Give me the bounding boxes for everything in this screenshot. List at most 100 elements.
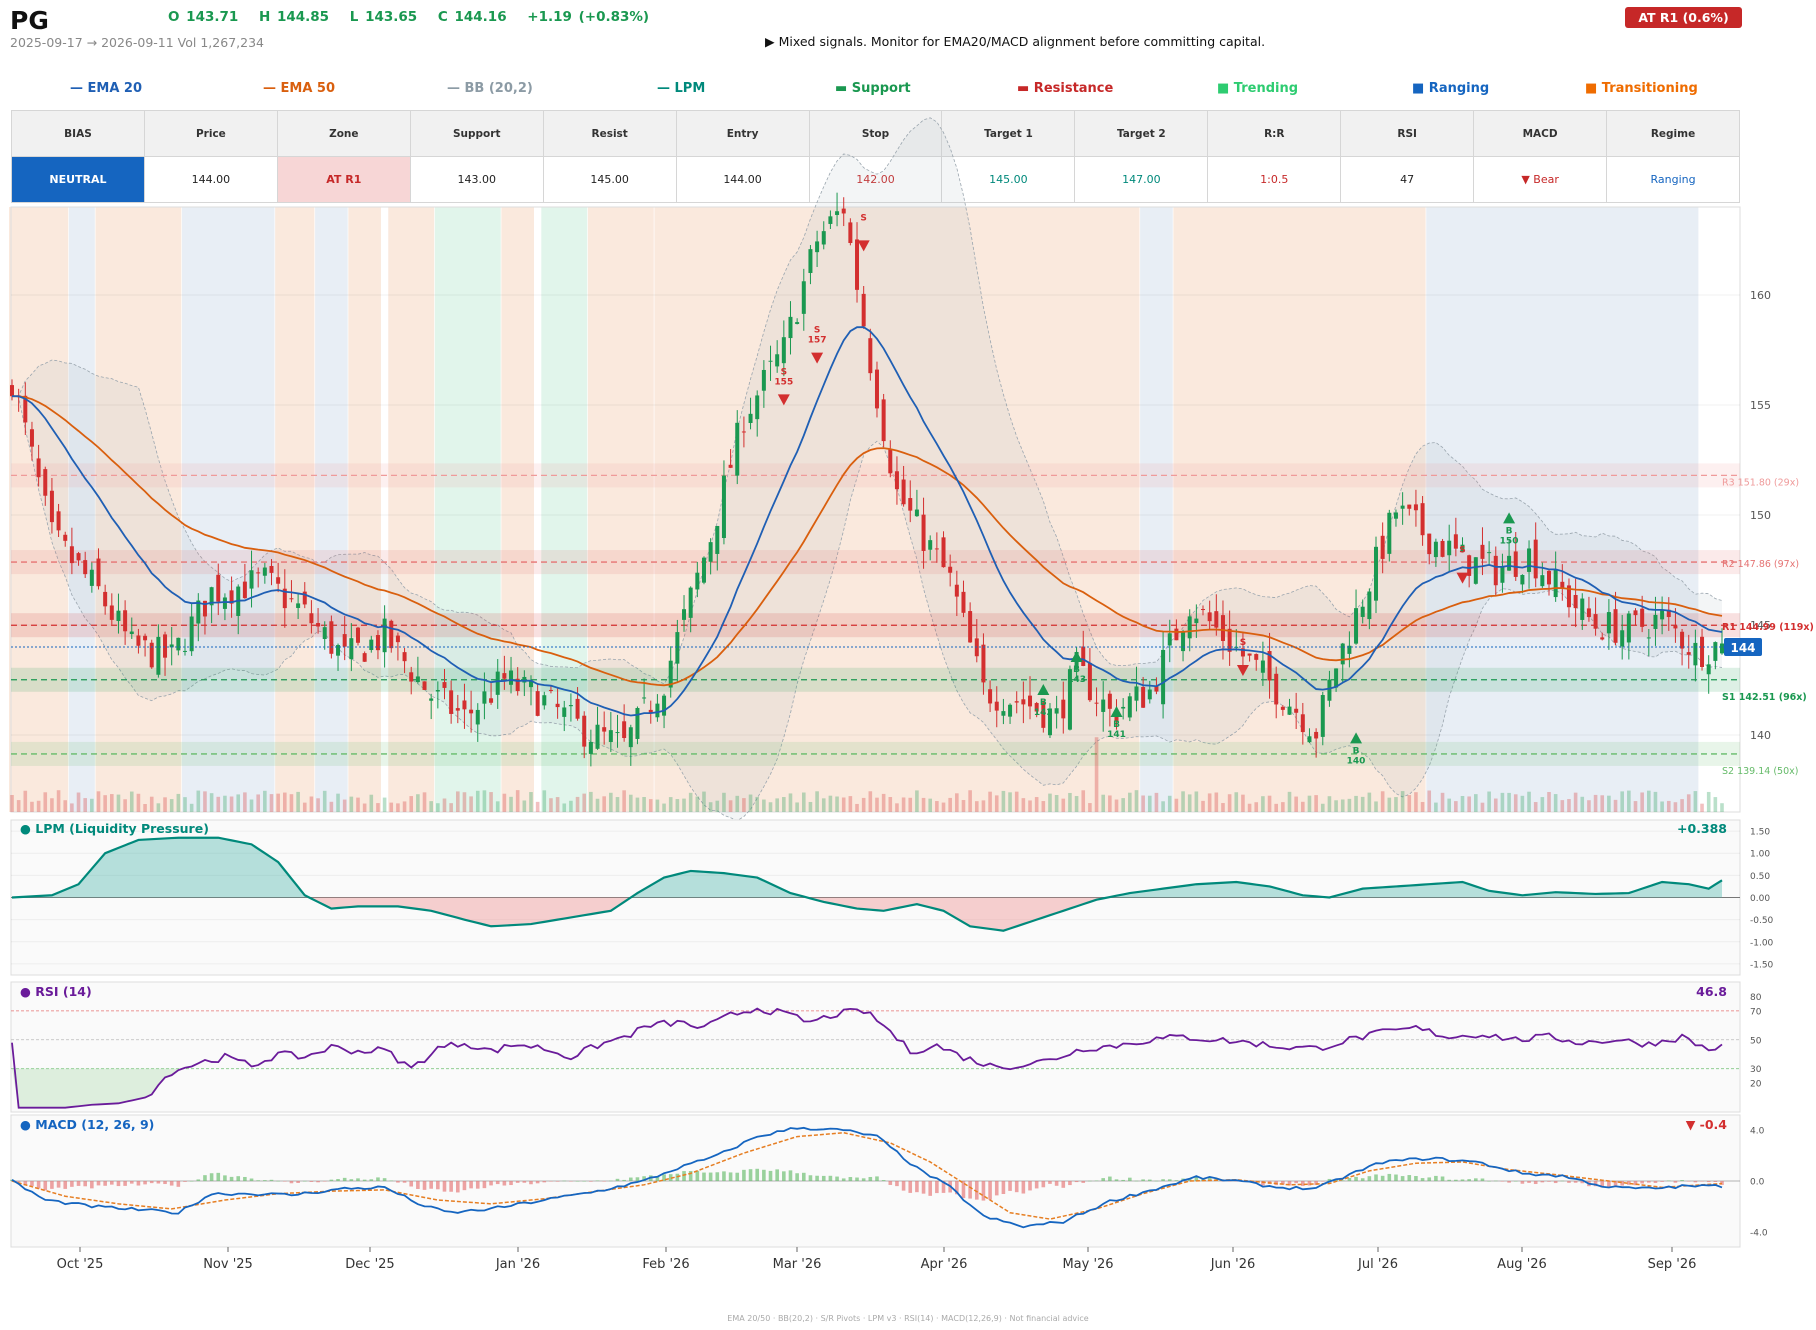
candle-body <box>462 700 467 710</box>
candle-body <box>675 632 680 664</box>
candle <box>868 328 873 381</box>
volume-bar <box>1034 797 1039 812</box>
macd-histogram-bar <box>243 1176 247 1181</box>
macd-histogram-bar <box>1580 1181 1585 1184</box>
volume-bar <box>349 796 354 812</box>
candle-body <box>202 600 207 617</box>
candle <box>1700 628 1705 671</box>
candle <box>941 531 946 568</box>
volume-bar <box>83 798 87 812</box>
macd-histogram-bar <box>529 1181 533 1185</box>
macd-histogram-bar <box>941 1181 946 1193</box>
volume-bar <box>1320 803 1325 812</box>
signal-marker: S <box>1236 638 1249 676</box>
candle-body <box>1207 612 1212 622</box>
candle <box>635 706 640 745</box>
volume-bar <box>475 790 480 812</box>
candle-body <box>389 620 394 649</box>
signal-label: B <box>1073 665 1080 675</box>
volume-bar <box>1207 793 1212 812</box>
volume-bar <box>961 800 966 812</box>
macd-histogram-bar <box>582 1180 587 1182</box>
candle-body <box>768 360 773 362</box>
candle-body <box>1161 649 1166 705</box>
macd-histogram-bar <box>289 1181 294 1184</box>
candle <box>1640 595 1645 633</box>
candle-body <box>43 469 48 496</box>
header-rsi: RSI <box>1340 110 1475 157</box>
volume-bar <box>1340 799 1345 812</box>
macd-histogram-bar <box>455 1181 460 1193</box>
candle <box>1553 551 1558 602</box>
macd-histogram-bar <box>602 1181 606 1182</box>
candle-body <box>176 637 181 651</box>
volume-bar <box>928 798 933 812</box>
candle-body <box>196 600 201 624</box>
rsi-axis-tick: 20 <box>1750 1080 1762 1090</box>
macd-histogram-bar <box>549 1181 553 1182</box>
candle-body <box>1081 646 1086 666</box>
candle <box>342 616 347 661</box>
macd-histogram-bar <box>389 1180 394 1182</box>
macd-histogram-bar <box>1533 1181 1538 1185</box>
candle <box>1181 629 1186 662</box>
macd-histogram-bar <box>416 1181 420 1189</box>
volume-bar <box>795 802 799 812</box>
lpm-axis-tick: 0.00 <box>1750 894 1770 904</box>
macd-histogram-bar <box>788 1170 793 1181</box>
volume-bar <box>149 796 154 812</box>
macd-histogram-bar <box>901 1181 906 1191</box>
value-target2: 147.00 <box>1074 156 1209 203</box>
macd-histogram-bar <box>1520 1181 1525 1184</box>
macd-histogram-bar <box>36 1181 41 1189</box>
macd-histogram-bar <box>409 1181 414 1187</box>
macd-histogram-bar <box>795 1173 799 1181</box>
candle <box>256 567 261 588</box>
candle <box>795 318 800 325</box>
macd-histogram-bar <box>1154 1180 1159 1182</box>
price-axis-tick: 155 <box>1750 399 1771 412</box>
candle <box>1493 546 1498 596</box>
macd-histogram-bar <box>123 1181 127 1186</box>
candle-body <box>928 540 933 550</box>
candle <box>43 466 48 506</box>
value-target1: 145.00 <box>941 156 1076 203</box>
candle-body <box>1720 643 1724 654</box>
volume-bar <box>1407 795 1412 812</box>
candle-body <box>1460 544 1465 552</box>
macd-histogram-bar <box>402 1181 407 1183</box>
candle-body <box>395 635 400 643</box>
volume-bar <box>269 794 274 812</box>
candle-body <box>775 354 780 367</box>
signal-label: 140 <box>1347 756 1366 766</box>
signal-label: B <box>1506 526 1513 536</box>
candle-body <box>721 475 726 539</box>
candle-body <box>1433 541 1438 558</box>
candle-body <box>1034 703 1039 712</box>
candle-body <box>1320 695 1325 737</box>
volume-bar <box>216 796 221 812</box>
candle-body <box>828 216 833 224</box>
candle <box>1028 676 1033 720</box>
volume-bar <box>203 791 207 812</box>
volume-bar <box>549 798 553 812</box>
candle-body <box>1367 591 1372 620</box>
candle-body <box>89 569 94 586</box>
value-entry: 144.00 <box>675 156 810 203</box>
macd-histogram-bar <box>622 1179 626 1181</box>
volume-bar <box>1627 790 1631 812</box>
volume-bar <box>875 797 879 812</box>
candle <box>1500 553 1505 593</box>
candle-body <box>901 479 906 505</box>
lpm-axis-tick: -1.50 <box>1750 960 1774 970</box>
candle-body <box>655 703 660 718</box>
volume-bar <box>1460 796 1465 812</box>
sell-arrow <box>857 240 870 252</box>
macd-histogram-bar <box>908 1181 913 1193</box>
macd-histogram-bar <box>1314 1181 1318 1185</box>
macd-histogram-bar <box>888 1181 893 1185</box>
candle <box>1693 629 1698 682</box>
candle-body <box>1586 608 1591 618</box>
candle <box>668 646 673 698</box>
candle <box>1087 648 1092 702</box>
